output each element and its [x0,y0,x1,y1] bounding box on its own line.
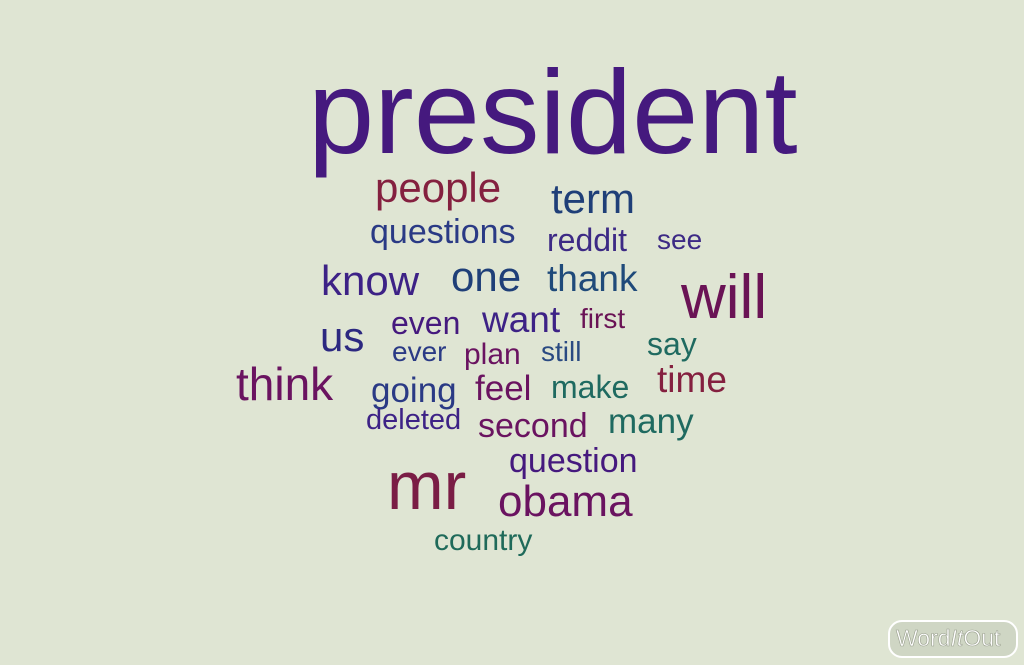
word-plan: plan [464,338,521,371]
word-even: even [391,305,461,341]
word-make: make [551,369,630,405]
logo-word: Word [896,625,951,651]
word-deleted: deleted [366,404,462,436]
logo-it: It [951,625,965,651]
word-question: question [509,442,638,480]
word-know: know [321,257,420,304]
word-will: will [681,263,768,332]
word-president: president [308,46,798,179]
word-people: people [375,164,502,211]
svg-text:WordItOut: WordItOut [896,625,1001,651]
word-country: country [434,524,533,557]
word-feel: feel [475,369,532,408]
word-us: us [320,313,365,360]
word-first: first [580,303,626,334]
word-one: one [451,253,522,300]
word-want: want [482,299,561,340]
word-ever: ever [392,336,447,367]
word-time: time [657,359,727,400]
word-think: think [236,358,334,410]
logo-out: Out [963,625,1001,651]
wordle-logo: WordItOut [888,620,1018,658]
word-mr: mr [387,448,467,524]
word-say: say [647,326,697,362]
word-reddit: reddit [547,222,628,258]
word-see: see [657,224,703,255]
word-term: term [551,175,635,222]
word-many: many [608,402,694,441]
word-going: going [371,371,457,410]
word-thank: thank [547,258,638,299]
word-obama: obama [498,477,633,526]
word-still: still [541,336,582,367]
word-questions: questions [370,213,516,251]
word-second: second [478,407,588,445]
